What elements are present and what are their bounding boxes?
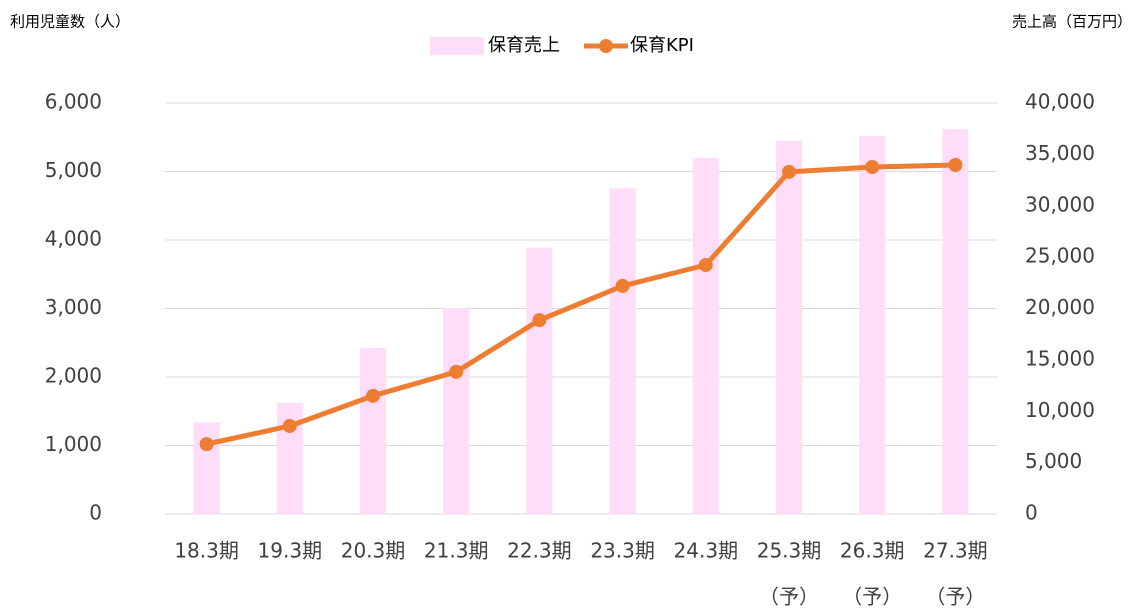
- x-tick-label: 19.3期: [258, 539, 323, 563]
- x-tick-label: 24.3期: [674, 539, 739, 563]
- y2-tick-label: 35,000: [1025, 141, 1095, 165]
- y2-axis-title: 売上高（百万円）: [1012, 13, 1132, 31]
- marker: [282, 418, 297, 433]
- marker: [615, 278, 630, 293]
- x-tick-label: 18.3期: [174, 539, 239, 563]
- bar: [443, 307, 470, 514]
- y2-tick-label: 30,000: [1025, 192, 1095, 216]
- x-tick-label: 23.3期: [590, 539, 655, 563]
- y2-tick-label: 5,000: [1025, 449, 1082, 473]
- marker: [782, 164, 796, 179]
- x-tick-label: 25.3期: [757, 539, 822, 563]
- y-tick-label: 4,000: [45, 227, 102, 251]
- marker: [948, 157, 963, 172]
- y2-tick-label: 40,000: [1025, 90, 1095, 114]
- y2-tick-label: 0: [1025, 501, 1038, 525]
- y-tick-label: 5,000: [45, 158, 102, 182]
- line: [206, 162, 956, 447]
- bar: [859, 135, 886, 514]
- x-tick-sublabel: （予）: [925, 585, 985, 609]
- x-tick-label: 21.3期: [424, 539, 489, 563]
- x-tick-label: 20.3期: [341, 539, 406, 563]
- y-tick-label: 1,000: [45, 432, 102, 456]
- x-tick-label: 26.3期: [840, 539, 905, 563]
- y2-tick-label: 25,000: [1025, 244, 1095, 268]
- bar: [526, 247, 553, 514]
- legend-label: 保育KPI: [630, 35, 694, 56]
- legend-label: 保育売上: [488, 35, 560, 56]
- bar: [692, 157, 719, 514]
- marker: [199, 437, 214, 452]
- marker: [865, 160, 880, 175]
- y2-tick-label: 20,000: [1025, 295, 1095, 319]
- marker: [366, 388, 380, 403]
- marker: [449, 364, 464, 379]
- bar: [776, 141, 802, 514]
- bar: [609, 188, 636, 514]
- x-tick-label: 22.3期: [507, 539, 572, 563]
- marker: [698, 258, 713, 273]
- y2-tick-label: 10,000: [1025, 398, 1095, 422]
- y-tick-label: 0: [89, 501, 102, 525]
- bar: [360, 348, 386, 514]
- x-tick-sublabel: （予）: [842, 585, 902, 609]
- legend-marker: [599, 39, 613, 53]
- y-tick-label: 6,000: [45, 90, 102, 114]
- y-tick-label: 3,000: [45, 295, 102, 319]
- y-tick-label: 2,000: [45, 364, 102, 388]
- x-tick-sublabel: （予）: [759, 585, 819, 609]
- legend-swatch: [430, 37, 484, 55]
- x-tick-label: 27.3期: [923, 539, 988, 563]
- bar: [942, 129, 969, 515]
- marker: [532, 313, 547, 328]
- y2-tick-label: 15,000: [1025, 346, 1095, 370]
- y-axis-title: 利用児童数（人）: [10, 13, 130, 31]
- bar: [193, 422, 220, 514]
